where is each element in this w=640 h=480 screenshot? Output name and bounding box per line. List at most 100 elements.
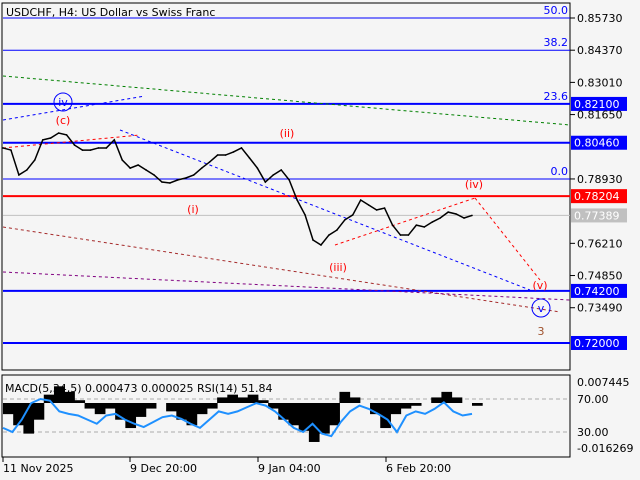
price-point <box>399 234 402 236</box>
time-tick-label: 6 Feb 20:00 <box>386 462 451 475</box>
macd-bar <box>268 403 279 409</box>
price-tick-label: 0.85730 <box>577 12 623 25</box>
price-point <box>185 177 187 179</box>
price-point <box>224 154 227 156</box>
macd-bar <box>257 400 269 403</box>
price-level-tag <box>571 135 627 150</box>
price-level-tag-text: 0.80460 <box>574 137 620 150</box>
macd-bar <box>125 403 137 429</box>
price-point <box>304 214 306 216</box>
wave-label: (iii) <box>329 261 347 274</box>
price-point <box>216 154 219 156</box>
price-point <box>57 132 60 134</box>
macd-bar <box>186 403 198 426</box>
price-point <box>169 182 171 184</box>
price-point <box>10 149 12 151</box>
trend-line <box>2 75 571 126</box>
price-level-tag <box>571 96 627 111</box>
price-point <box>113 139 116 141</box>
macd-bar <box>227 394 238 403</box>
price-point <box>18 174 20 176</box>
price-tick-label: 0.74850 <box>577 270 623 283</box>
price-point <box>49 137 52 139</box>
main-plot-frame <box>1 2 571 371</box>
macd-bar <box>308 403 320 442</box>
price-point <box>431 221 434 223</box>
macd-bar <box>319 403 330 434</box>
fib-level-label: 0.0 <box>551 165 569 178</box>
price-point <box>471 214 473 217</box>
wave-label: (v) <box>532 279 547 292</box>
macd-bar <box>237 397 249 403</box>
price-point <box>328 234 330 236</box>
price-point <box>407 234 410 236</box>
price-point <box>375 209 378 211</box>
price-point <box>208 161 211 163</box>
wave-label: (ii) <box>280 127 295 140</box>
macd-bar <box>84 403 96 409</box>
wave-label: (i) <box>187 203 199 216</box>
price-point <box>177 179 179 181</box>
macd-bar <box>298 403 310 431</box>
macd-bar <box>206 403 218 409</box>
price-point <box>264 181 267 183</box>
price-point <box>288 179 290 181</box>
macd-bar <box>115 403 126 420</box>
price-level-tag <box>571 335 627 350</box>
price-point <box>320 244 322 246</box>
macd-bar <box>247 394 259 403</box>
price-level-tag-text: 0.72000 <box>574 337 620 350</box>
price-point <box>97 147 100 149</box>
price-point <box>26 169 28 171</box>
price-level-tag-text: 0.77389 <box>574 209 620 222</box>
price-point <box>272 174 275 176</box>
price-level-tag-text: 0.74200 <box>574 285 620 298</box>
price-point <box>121 159 124 161</box>
trend-line <box>2 95 146 121</box>
macd-bar <box>441 391 453 403</box>
price-tick-label: 0.83010 <box>577 76 623 89</box>
macd-bar <box>94 403 106 415</box>
indicator-label: MACD(5,34,5) 0.000473 0.000025 RSI(14) 5… <box>5 382 272 395</box>
price-point <box>240 147 243 149</box>
price-tick-label: 0.81650 <box>577 109 623 122</box>
wave-label: iv <box>58 96 68 109</box>
price-point <box>359 199 362 201</box>
macd-bar <box>196 403 208 415</box>
price-point <box>65 134 68 136</box>
price-point <box>367 204 370 206</box>
price-point <box>447 211 449 213</box>
time-tick-label: 9 Jan 04:00 <box>258 462 321 475</box>
price-point <box>81 149 84 151</box>
macd-bar <box>135 403 147 417</box>
price-point <box>41 139 44 141</box>
macd-axis-label: -0.016269 <box>577 442 633 455</box>
rsi-line <box>2 397 473 438</box>
price-level-tag <box>571 283 627 298</box>
macd-bar <box>13 403 24 426</box>
macd-bar <box>288 403 300 426</box>
price-tick-label: 0.78930 <box>577 173 623 186</box>
fib-level-label: 50.0 <box>544 4 569 17</box>
time-tick-label: 11 Nov 2025 <box>3 462 73 475</box>
macd-bar <box>472 403 483 406</box>
price-point <box>89 149 92 151</box>
wave-circle <box>53 92 73 112</box>
price-point <box>248 157 251 159</box>
macd-bar <box>64 391 75 403</box>
macd-bar <box>349 397 361 403</box>
macd-bar <box>43 394 55 403</box>
price-point <box>312 239 314 241</box>
macd-bar <box>339 391 351 403</box>
macd-bar <box>329 403 340 426</box>
price-point <box>153 174 155 176</box>
price-point <box>336 229 338 231</box>
macd-bar <box>74 400 86 403</box>
price-level-tag-text: 0.78204 <box>574 190 620 203</box>
price-level-tag <box>571 208 627 223</box>
price-point <box>232 151 235 153</box>
price-tick-label: 0.76210 <box>577 237 623 250</box>
time-tick-label: 9 Dec 20:00 <box>130 462 197 475</box>
macd-bar <box>104 403 116 409</box>
